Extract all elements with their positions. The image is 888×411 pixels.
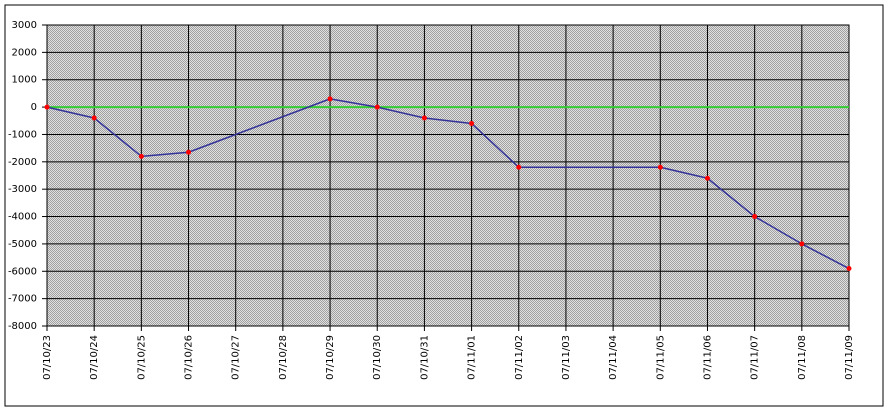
y-tick-label: -5000 — [8, 239, 37, 250]
point — [327, 96, 333, 102]
point — [421, 115, 427, 121]
y-tick-label: 3000 — [12, 20, 37, 31]
point — [704, 175, 710, 181]
line-segment — [329, 98, 378, 108]
y-tick-label: -6000 — [8, 266, 37, 277]
y-tick-label: 0 — [31, 102, 37, 113]
line-segment — [660, 166, 708, 179]
x-tick-label: 07/11/05 — [655, 335, 666, 380]
x-tick-label: 07/11/03 — [561, 335, 572, 380]
x-tick-label: 07/10/30 — [372, 335, 383, 380]
x-tick-label: 07/11/07 — [750, 335, 761, 380]
y-tick-label: -8000 — [8, 321, 37, 332]
x-tick-label: 07/10/24 — [89, 335, 100, 380]
x-tick-label: 07/10/25 — [136, 335, 147, 380]
line-segment — [754, 215, 803, 245]
point — [91, 115, 97, 121]
x-tick-label: 07/11/02 — [514, 335, 525, 380]
x-tick-label: 07/11/06 — [702, 335, 713, 380]
y-tick-label: 2000 — [12, 47, 37, 58]
x-tick-label: 07/10/28 — [278, 335, 289, 380]
line-segment — [46, 106, 95, 119]
x-tick-label: 07/11/01 — [467, 335, 478, 380]
point — [752, 214, 758, 220]
point — [469, 121, 475, 127]
point — [374, 104, 380, 110]
x-tick-label: 07/11/04 — [608, 335, 619, 380]
line-segment — [377, 106, 425, 119]
x-tick-label: 07/10/23 — [42, 335, 53, 380]
line-segment — [188, 98, 331, 153]
line-segment — [93, 117, 142, 157]
x-tick-label: 07/11/08 — [797, 335, 808, 380]
point — [516, 164, 522, 170]
line-segment — [424, 117, 472, 125]
plot-area — [47, 25, 849, 326]
point — [657, 164, 663, 170]
point — [138, 153, 144, 159]
point — [44, 104, 50, 110]
x-tick-label: 07/10/26 — [184, 335, 195, 380]
y-tick-label: -1000 — [8, 129, 37, 140]
point — [846, 266, 852, 272]
point — [186, 149, 192, 155]
y-tick-label: -7000 — [8, 294, 37, 305]
x-tick-label: 07/11/09 — [844, 335, 855, 380]
line-segment — [471, 122, 520, 168]
y-tick-label: -4000 — [8, 212, 37, 223]
y-tick-label: -2000 — [8, 157, 37, 168]
x-tick-label: 07/10/29 — [325, 335, 336, 380]
x-tick-label: 07/10/27 — [231, 335, 242, 380]
x-tick-label: 07/10/31 — [419, 335, 430, 380]
y-tick-label: 1000 — [12, 75, 37, 86]
line-segment — [801, 243, 850, 270]
line-segment — [706, 177, 756, 218]
line-segment — [141, 151, 189, 158]
point — [799, 241, 805, 247]
y-tick-label: -3000 — [8, 184, 37, 195]
plot-border — [46, 24, 850, 327]
